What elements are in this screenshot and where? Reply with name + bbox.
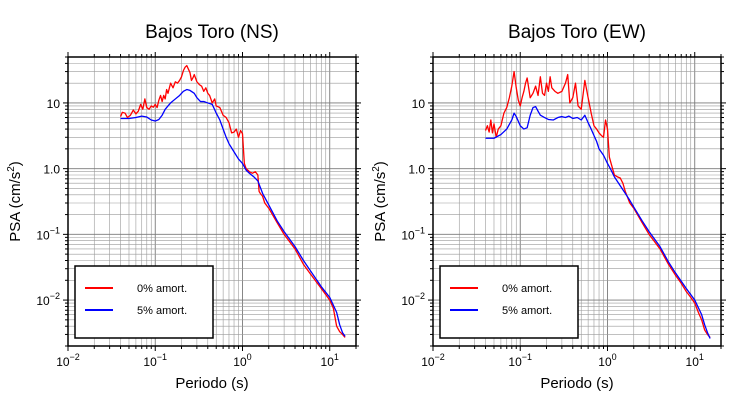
legend-label: 5% amort.	[137, 305, 187, 317]
y-tick-label: 10	[412, 97, 426, 111]
legend-box	[74, 265, 214, 339]
y-tick-label: 10−2	[401, 291, 425, 308]
y-axis-label: PSA (cm/s2)	[371, 161, 389, 242]
y-axis-label: PSA (cm/s2)	[6, 161, 24, 242]
x-tick-label: 101	[686, 352, 704, 369]
legend-box	[439, 265, 579, 339]
y-tick-label: 10−2	[36, 291, 60, 308]
x-tick-label: 10−1	[508, 352, 532, 369]
chart-title: Bajos Toro (NS)	[145, 22, 279, 43]
series-line-undamped	[119, 64, 346, 338]
x-tick-label: 100	[598, 352, 616, 369]
x-tick-label: 101	[321, 352, 339, 369]
legend-label: 5% amort.	[502, 305, 552, 317]
chart-title: Bajos Toro (EW)	[508, 22, 646, 43]
chart-panel-1: 10−2 10−1 100 101 10−2 10−1 1.0 10 Bajos Toro (N…	[6, 22, 361, 392]
x-axis-label: Periodo (s)	[540, 375, 613, 392]
y-tick-label: 1.0	[43, 163, 60, 177]
chart-panel-2: 10−2 10−1 100 101 10−2 10−1 1.0 10 Bajos Toro (E…	[371, 22, 726, 392]
plot-frame	[432, 56, 722, 347]
x-tick-label: 100	[233, 352, 251, 369]
x-axis-label: Periodo (s)	[175, 375, 248, 392]
y-tick-label: 1.0	[408, 163, 425, 177]
y-tick-label: 10−1	[401, 225, 425, 242]
x-tick-label: 10−2	[421, 352, 445, 369]
y-tick-label: 10	[47, 97, 61, 111]
series-line-damped	[120, 88, 346, 337]
y-tick-label: 10−1	[36, 225, 60, 242]
legend-label: 0% amort.	[502, 283, 552, 295]
legend-label: 0% amort.	[137, 283, 187, 295]
x-tick-label: 10−1	[143, 352, 167, 369]
plot-frame	[67, 56, 357, 347]
legend: 0% amort. 5% amort.	[439, 265, 579, 339]
x-tick-label: 10−2	[56, 352, 80, 369]
series-line-damped	[485, 105, 711, 339]
legend: 0% amort. 5% amort.	[74, 265, 214, 339]
series-line-undamped	[484, 70, 711, 338]
